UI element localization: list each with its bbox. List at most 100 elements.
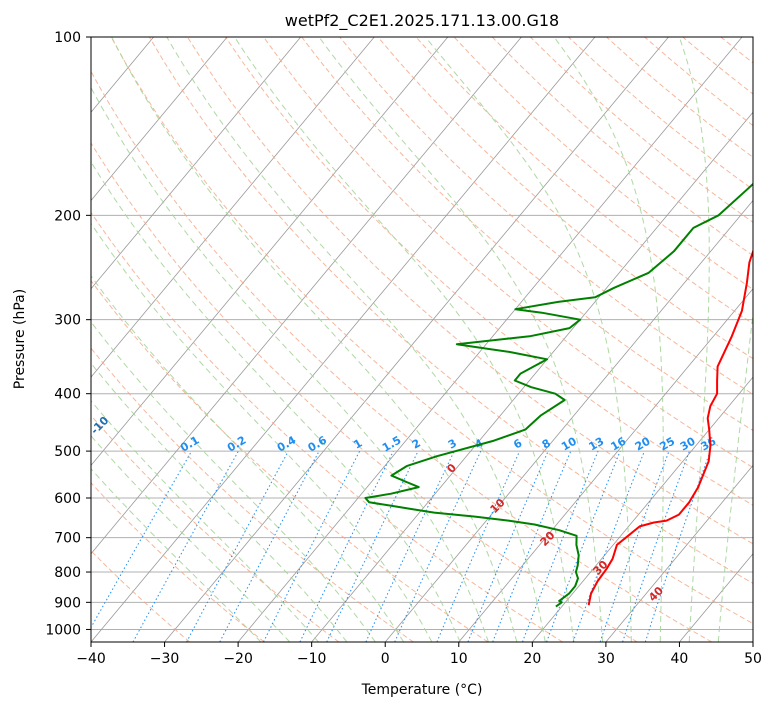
dry-adiabat-line: [91, 414, 340, 642]
mixing-ratio-label: 3: [446, 437, 459, 452]
isotherm-line: [91, 37, 596, 642]
moist-adiabat-line: [91, 468, 262, 642]
isotherm-line: [91, 37, 302, 290]
mixing-ratio-line: [546, 450, 621, 642]
isotherm-line: [605, 464, 753, 642]
sounding-profiles: [364, 182, 753, 608]
mixing-ratio-label: 2: [410, 437, 423, 452]
dry-adiabat-line: [415, 37, 753, 325]
dry-adiabat-line: [453, 37, 753, 290]
x-tick-label: −20: [223, 651, 253, 667]
x-axis-ticks: −40 −30 −20 −10 0 10 20 30 40 50: [76, 642, 762, 667]
dry-adiabat-line: [91, 211, 563, 642]
dry-adiabat-line: [682, 37, 753, 95]
x-tick-label: 50: [744, 651, 762, 667]
moist-adiabat-line: [91, 321, 376, 642]
moist-adiabat-line: [91, 222, 433, 642]
y-tick-label: 100: [54, 30, 81, 46]
moist-adiabat-line: [91, 362, 348, 642]
moist-adiabat-line: [91, 400, 319, 642]
x-tick-label: −30: [150, 651, 180, 667]
dry-adiabat-label: -20: [12, 391, 35, 414]
dry-adiabat-line: [644, 37, 753, 127]
x-tick-label: 20: [523, 651, 541, 667]
y-tick-label: 1000: [45, 622, 81, 638]
mixing-ratio-line: [467, 450, 549, 642]
isotherm-line: [752, 641, 753, 642]
mixing-ratio-label: 1: [351, 437, 364, 452]
y-tick-label: 500: [54, 444, 81, 460]
isotherm-line: [237, 37, 743, 642]
isotherm-line: [679, 553, 753, 642]
mixing-ratio-line: [394, 450, 482, 642]
y-tick-label: 200: [54, 208, 81, 224]
dry-adiabat-line: [377, 37, 753, 360]
x-tick-label: 0: [381, 651, 390, 667]
moist-adiabat-line: [717, 309, 753, 642]
isotherm-line: [164, 37, 669, 642]
moist-adiabat-line: [91, 160, 461, 642]
mixing-ratio-label: 6: [511, 436, 524, 451]
mixing-ratio-line: [522, 450, 599, 642]
isotherm-line: [311, 111, 753, 642]
isotherm-line: [532, 376, 753, 642]
dry-adiabat-label: -10: [88, 414, 111, 437]
moist-adiabat-line: [166, 37, 546, 642]
moist-adiabat-line: [91, 435, 291, 642]
x-tick-label: 10: [450, 651, 468, 667]
mixing-ratio-line: [263, 450, 361, 642]
x-tick-label: −40: [76, 651, 106, 667]
dry-adiabat-line: [339, 37, 753, 395]
x-tick-label: −10: [297, 651, 327, 667]
dry-adiabat-line: [91, 482, 265, 642]
isotherm-line: [91, 37, 228, 202]
isotherm-line: [91, 37, 375, 378]
mixing-ratio-line: [186, 450, 289, 642]
y-tick-label: 700: [54, 531, 81, 547]
dry-adiabat-line: [91, 550, 191, 642]
moist-adiabat-line: [318, 37, 604, 642]
line-labels: 0.10.20.40.611.52346810131620253036-100-…: [12, 391, 719, 605]
y-tick-label: 800: [54, 565, 81, 581]
y-tick-label: 900: [54, 595, 81, 611]
dry-adiabat-line: [529, 37, 753, 223]
mixing-ratio-line: [644, 450, 711, 642]
dry-adiabat-line: [759, 37, 775, 642]
dry-adiabat-line: [720, 37, 753, 64]
mixing-ratio-line: [326, 450, 419, 642]
moist-adiabat-line: [425, 37, 632, 642]
isotherm-line: [91, 37, 522, 555]
y-tick-label: 600: [54, 491, 81, 507]
x-tick-label: 40: [671, 651, 689, 667]
mixing-ratio-label: 8: [540, 437, 553, 452]
moist-adiabat-line: [91, 86, 489, 642]
isotherm-line: [458, 288, 753, 642]
moist-adiabat-label: 40: [646, 584, 666, 604]
moist-adiabat-line: [553, 37, 664, 642]
moist-adiabat-line: [678, 37, 710, 642]
y-tick-label: 300: [54, 313, 81, 329]
temperature-profile-line: [587, 248, 753, 606]
mixing-ratio-line: [572, 450, 645, 642]
isotherm-line: [91, 37, 449, 467]
dry-adiabat-line: [91, 70, 713, 642]
y-tick-label: 400: [54, 387, 81, 403]
isotherm-line: [384, 199, 753, 642]
mixing-ratio-line: [492, 450, 572, 642]
isotherm-line: [0, 37, 7, 642]
dry-adiabat-line: [148, 37, 753, 584]
chart-title: wetPf2_C2E1.2025.171.13.00.G18: [285, 11, 559, 31]
dry-adiabat-line: [225, 37, 753, 506]
dewpoint-profile-line: [364, 182, 753, 608]
plot-frame: [90, 36, 754, 643]
dry-adiabat-line: [263, 37, 753, 469]
mixing-ratio-line: [132, 450, 239, 642]
mixing-ratio-line: [622, 450, 690, 642]
mixing-ratio-line: [599, 450, 670, 642]
y-axis-ticks: 100 200 300 400 500 600 700 800 900 1000: [45, 30, 91, 638]
mixing-ratio-line: [436, 450, 521, 642]
moist-adiabat-line: [91, 275, 405, 642]
mixing-ratio-line: [91, 450, 193, 629]
moist-adiabat-line: [234, 37, 575, 642]
